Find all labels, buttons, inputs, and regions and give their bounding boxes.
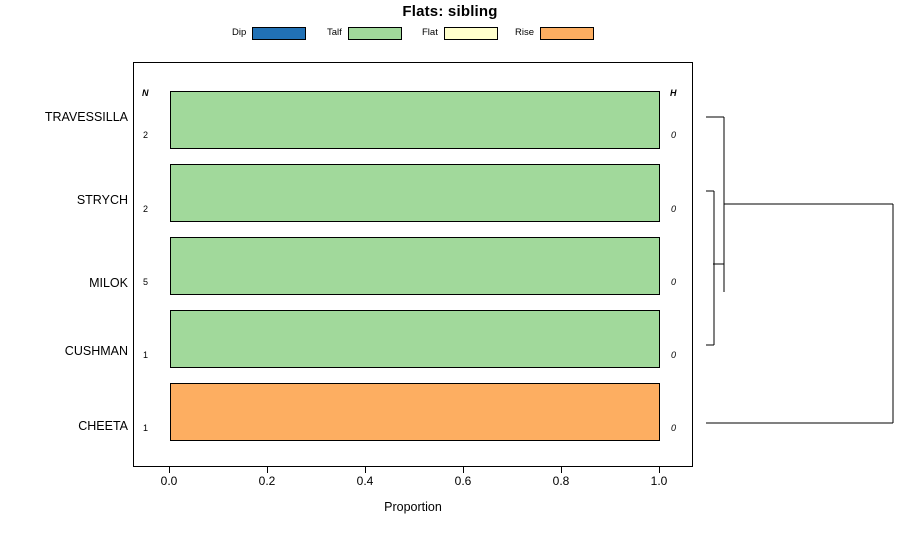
page-title: Flats: sibling <box>402 3 498 20</box>
bar-cheeta[interactable] <box>170 383 660 441</box>
n-column-header: N <box>142 88 149 98</box>
x-tick-0 <box>169 467 170 473</box>
legend-swatch-talf <box>347 26 402 40</box>
legend-label-talf: Talf <box>327 27 342 39</box>
n-value-2: 5 <box>143 277 149 287</box>
legend-item-flat[interactable]: Flat <box>422 24 498 42</box>
legend-item-dip[interactable]: Dip <box>232 24 307 42</box>
x-tick-2 <box>365 467 366 473</box>
x-tick-1 <box>267 467 268 473</box>
category-label-3: CUSHMAN <box>64 344 128 358</box>
bar-milok[interactable] <box>170 237 660 295</box>
x-tick-label-3: 0.6 <box>454 474 472 488</box>
category-axis: TRAVESSILLA STRYCH MILOK CUSHMAN CHEETA <box>0 62 128 467</box>
h-value-4: 0 <box>671 423 677 433</box>
h-value-0: 0 <box>671 130 677 140</box>
legend-swatch-flat <box>443 26 498 40</box>
legend-label-dip: Dip <box>232 27 247 39</box>
plot-panel: N H 2 0 2 0 5 0 1 0 1 0 <box>133 62 693 467</box>
x-tick-label-2: 0.4 <box>356 474 374 488</box>
n-value-1: 2 <box>143 204 149 214</box>
legend-label-rise: Rise <box>515 27 535 39</box>
bar-cushman[interactable] <box>170 310 660 368</box>
x-tick-label-0: 0.0 <box>160 474 178 488</box>
n-value-4: 1 <box>143 423 149 433</box>
x-tick-5 <box>659 467 660 473</box>
dendrogram-svg <box>706 116 894 424</box>
legend-item-talf[interactable]: Talf <box>327 24 402 42</box>
h-column-header: H <box>670 88 677 98</box>
legend-item-rise[interactable]: Rise <box>515 24 595 42</box>
category-label-0: TRAVESSILLA <box>44 110 128 124</box>
x-tick-label-1: 0.2 <box>258 474 276 488</box>
bar-travessilla[interactable] <box>170 91 660 149</box>
x-tick-3 <box>463 467 464 473</box>
bar-strych[interactable] <box>170 164 660 222</box>
h-value-2: 0 <box>671 277 677 287</box>
h-value-1: 0 <box>671 204 677 214</box>
n-value-0: 2 <box>143 130 149 140</box>
dendrogram <box>700 60 900 470</box>
h-value-3: 0 <box>671 350 677 360</box>
category-label-2: MILOK <box>89 276 128 290</box>
category-label-4: CHEETA <box>78 419 128 433</box>
x-tick-4 <box>561 467 562 473</box>
x-tick-label-5: 1.0 <box>650 474 668 488</box>
legend: Dip Talf Flat Rise <box>232 24 602 42</box>
n-value-3: 1 <box>143 350 149 360</box>
category-label-1: STRYCH <box>76 193 128 207</box>
x-axis-title: Proportion <box>384 500 442 514</box>
legend-swatch-rise <box>540 26 595 40</box>
x-axis: 0.0 0.2 0.4 0.6 0.8 1.0 Proportion <box>133 467 693 527</box>
legend-swatch-dip <box>252 26 307 40</box>
legend-label-flat: Flat <box>422 27 438 39</box>
x-tick-label-4: 0.8 <box>552 474 570 488</box>
